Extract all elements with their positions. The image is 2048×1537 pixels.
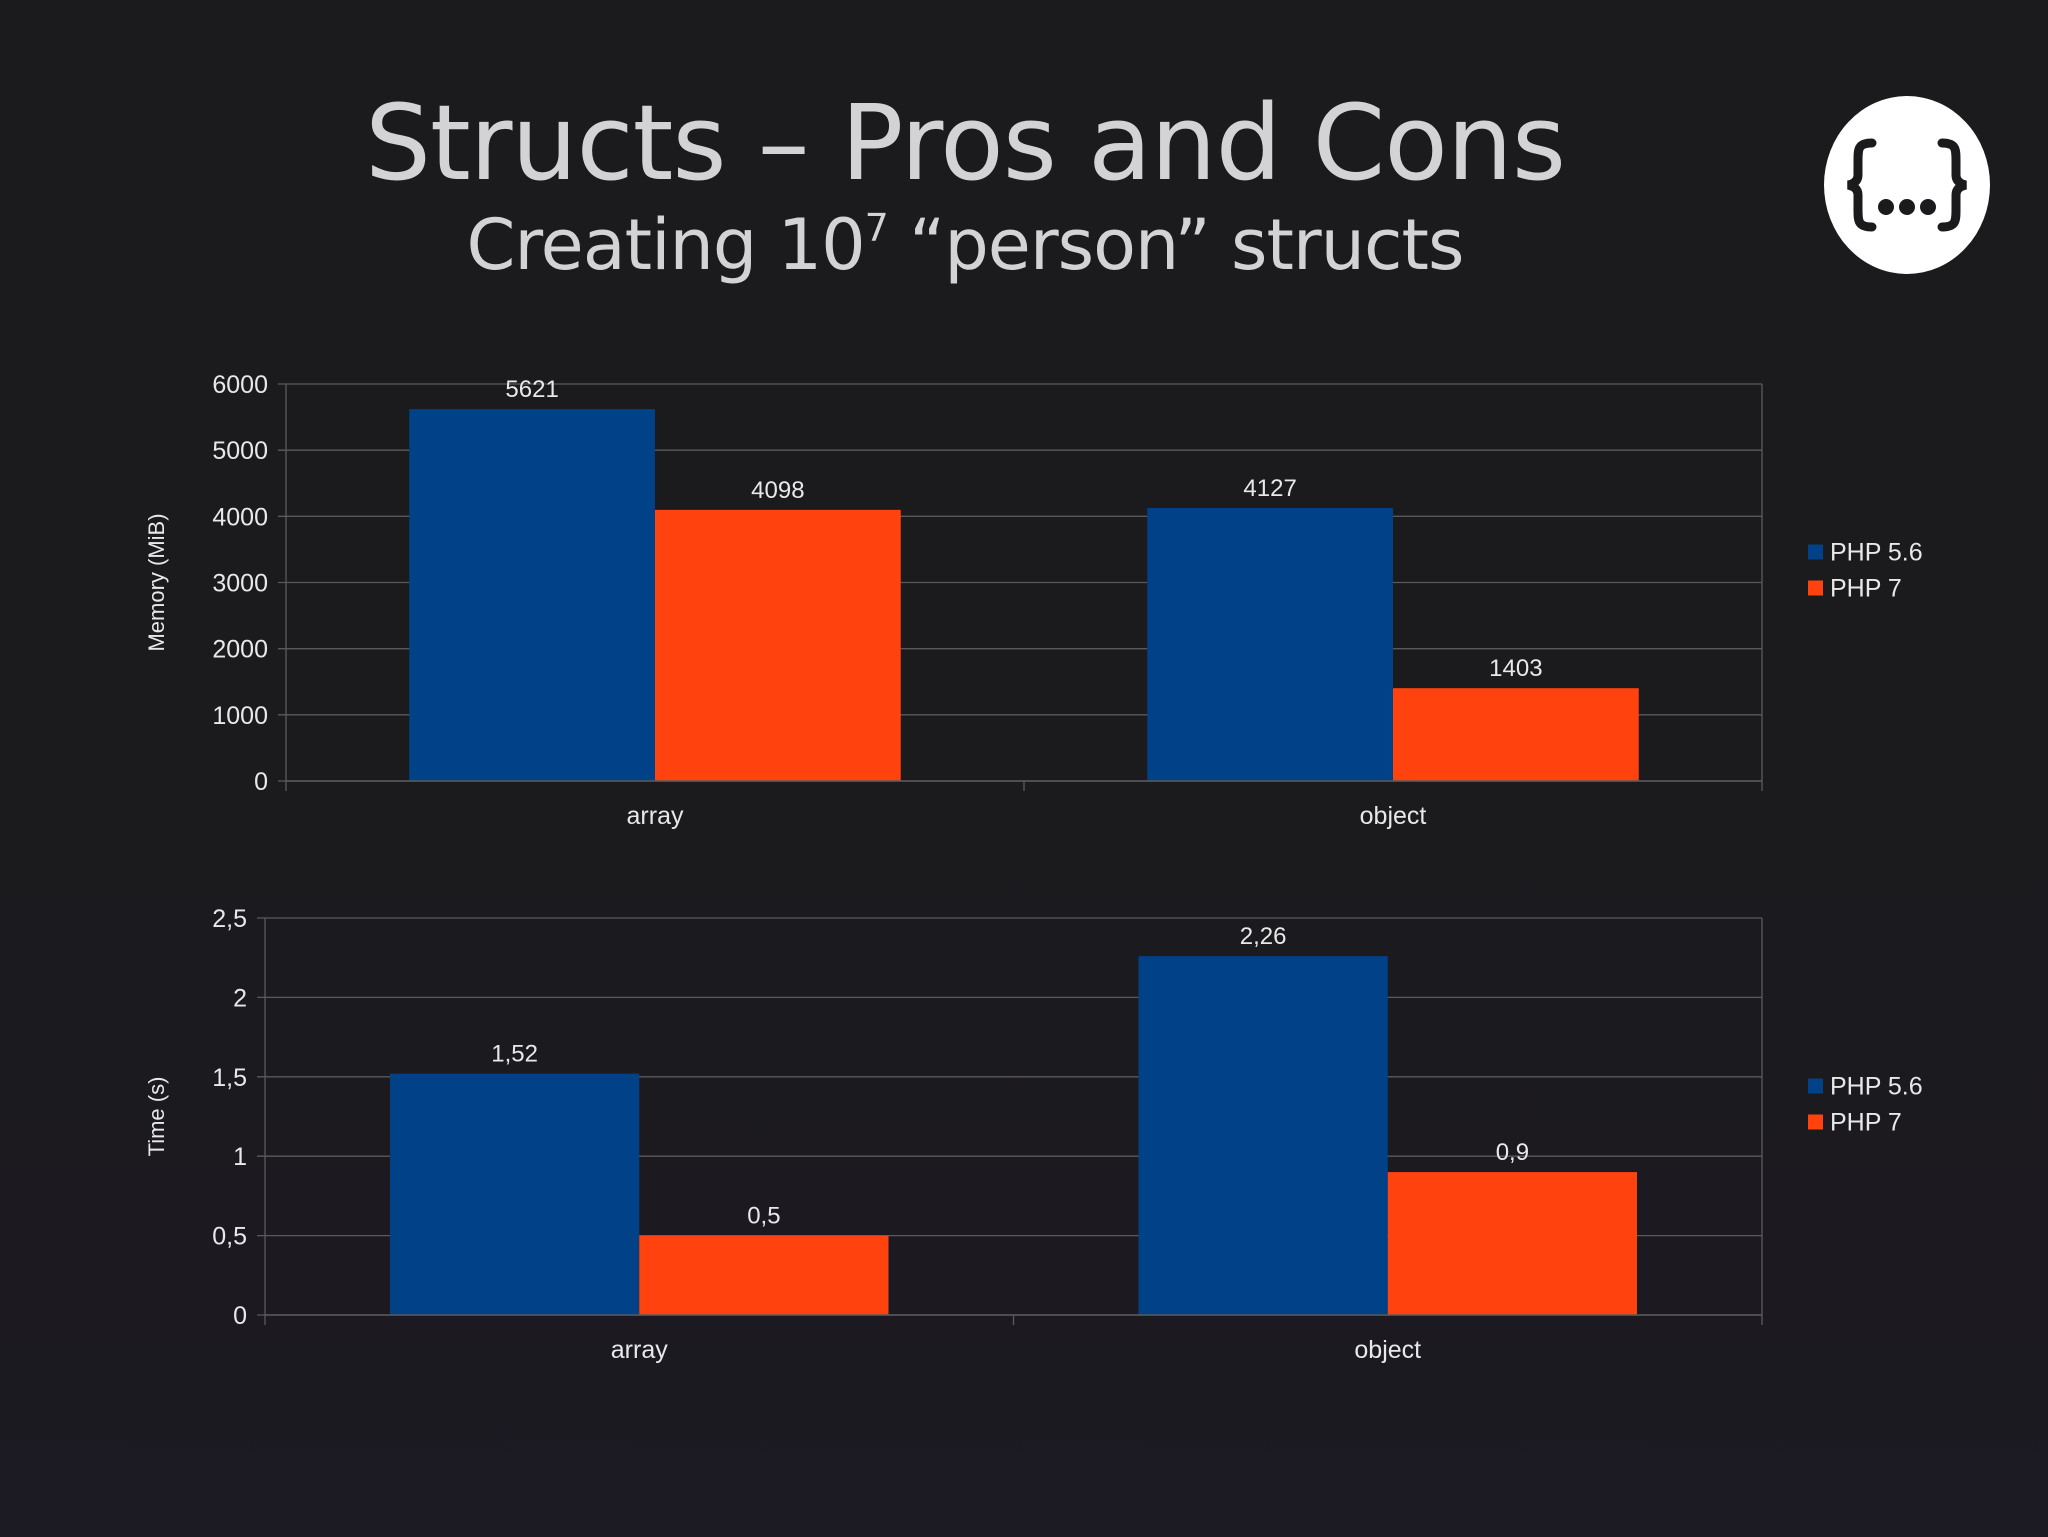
y-tick-label: 6000 [212, 371, 268, 399]
legend-swatch [1808, 1114, 1823, 1130]
curly-braces-ellipsis-icon [1847, 138, 1967, 232]
y-tick-label: 5000 [212, 437, 268, 465]
bar-php-5.6-object [1138, 956, 1388, 1315]
data-label: 5621 [505, 376, 558, 403]
y-tick-label: 0,5 [212, 1223, 247, 1251]
data-label: 0,9 [1496, 1139, 1529, 1166]
legend-label: PHP 7 [1830, 1109, 1902, 1137]
y-tick-label: 3000 [212, 570, 268, 598]
legend-label: PHP 5.6 [1830, 1073, 1923, 1101]
legend-swatch [1808, 1078, 1823, 1094]
bar-php-7-array [639, 1235, 889, 1315]
y-tick-label: 2,5 [212, 905, 247, 933]
y-axis-label: Time (s) [144, 1077, 169, 1157]
data-label: 1403 [1489, 655, 1542, 682]
subtitle-main: Creating 10 [466, 204, 866, 286]
y-tick-label: 2 [233, 984, 247, 1012]
y-tick-label: 1 [233, 1143, 247, 1171]
subtitle-rest: “person” structs [887, 204, 1464, 286]
x-tick-label: array [627, 802, 684, 830]
data-label: 0,5 [747, 1203, 780, 1230]
x-tick-label: object [1360, 802, 1427, 830]
slide-subtitle: Creating 107 “person” structs [0, 200, 1930, 290]
legend-label: PHP 7 [1830, 575, 1902, 603]
bar-php-5.6-array [409, 409, 655, 781]
data-label: 4098 [751, 477, 804, 504]
memory-chart: 0 1000 2000 3000 4000 5000 6000 Memory (MiB) 562… [0, 360, 2048, 840]
logo [1824, 96, 1990, 274]
data-label: 4127 [1243, 475, 1296, 502]
y-tick-label: 2000 [212, 636, 268, 664]
legend-label: PHP 5.6 [1830, 539, 1923, 567]
x-tick-label: array [611, 1336, 668, 1364]
legend-swatch [1808, 544, 1823, 560]
bar-php-7-object [1393, 688, 1639, 781]
x-tick-label: object [1354, 1336, 1421, 1364]
bar-php-7-object [1387, 1172, 1638, 1315]
y-tick-label: 1000 [212, 702, 268, 730]
memory-chart-svg: 0 1000 2000 3000 4000 5000 6000 Memory (MiB) 562… [144, 371, 1923, 830]
bar-php-7-array [655, 509, 901, 781]
time-chart: 0 0,5 1 1,5 2 2,5 Time (s) 1,52 0,5 array 2,26 0,9 o… [0, 895, 2048, 1375]
subtitle-exponent: 7 [864, 206, 889, 250]
y-axis-label: Memory (MiB) [144, 513, 169, 651]
bar-php-5.6-object [1147, 507, 1393, 781]
y-tick-label: 4000 [212, 503, 268, 531]
y-tick-label: 0 [233, 1302, 247, 1330]
data-label: 1,52 [491, 1041, 538, 1068]
legend-swatch [1808, 580, 1823, 596]
bar-php-5.6-array [389, 1073, 640, 1315]
y-tick-label: 1,5 [212, 1064, 247, 1092]
slide-title: Structs – Pros and Cons [364, 82, 1566, 204]
data-label: 2,26 [1240, 923, 1287, 950]
y-tick-label: 0 [254, 768, 268, 796]
